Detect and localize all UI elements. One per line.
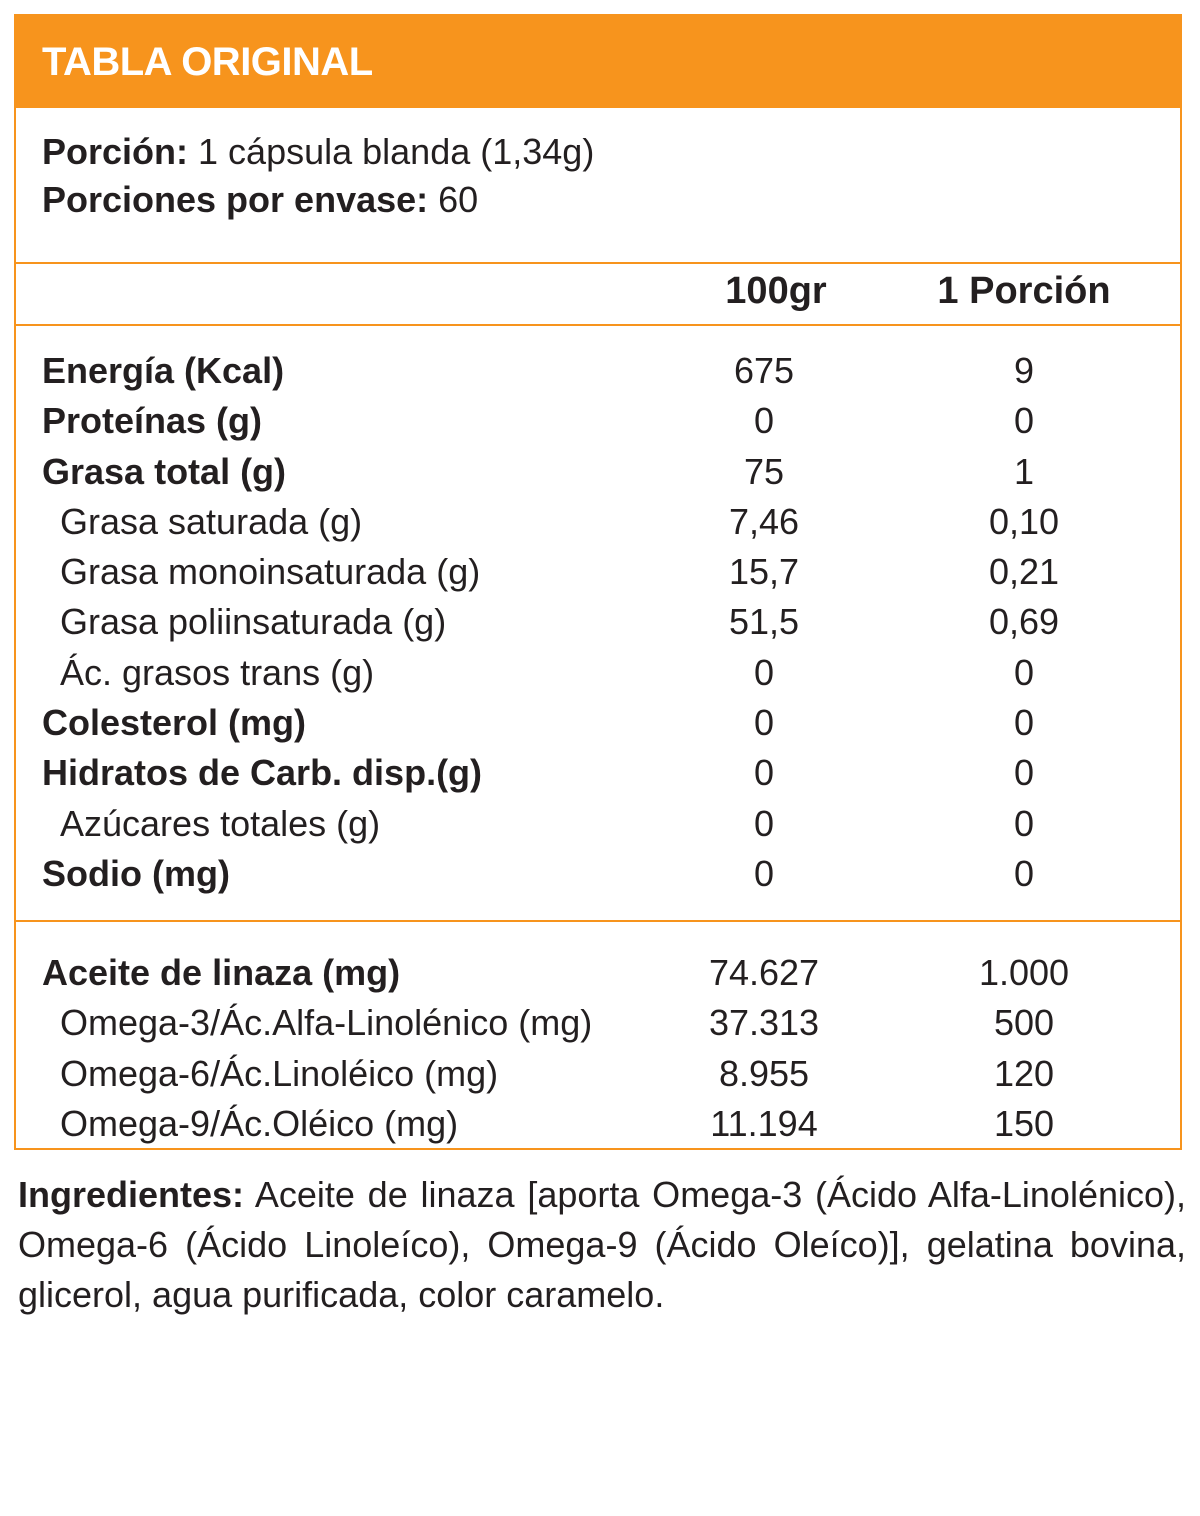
ingredients: Ingredientes: Aceite de linaza [aporta O… xyxy=(18,1170,1186,1320)
servings-per-container: Porciones por envase: 60 xyxy=(42,176,1180,224)
value-portion: 0 xyxy=(1013,400,1035,442)
divider xyxy=(16,920,1180,922)
value-portion: 0,69 xyxy=(988,601,1060,643)
row-label: Grasa total (g) xyxy=(42,450,287,492)
value-portion: 0,10 xyxy=(988,500,1060,542)
value-100gr: 11.194 xyxy=(710,1102,818,1144)
table-row: Aceite de linaza (mg) 74.627 1.000 xyxy=(16,948,1180,998)
ingredients-label: Ingredientes: xyxy=(18,1174,245,1215)
value-100gr: 8.955 xyxy=(718,1052,810,1094)
table-row: Grasa poliinsaturada (g) 51,5 0,69 xyxy=(16,597,1180,647)
divider xyxy=(16,324,1180,326)
value-100gr: 675 xyxy=(733,350,795,391)
row-label: Ác. grasos trans (g) xyxy=(60,651,375,693)
portion-info: Porción: 1 cápsula blanda (1,34g) Porcio… xyxy=(16,108,1180,262)
value-100gr: 51,5 xyxy=(728,601,800,643)
value-portion: 0 xyxy=(1013,702,1035,744)
table-row: Omega-9/Ác.Oléico (mg) 11.194 150 xyxy=(16,1099,1180,1149)
row-label: Energía (Kcal) xyxy=(42,350,285,391)
table-row: Ác. grasos trans (g) 0 0 xyxy=(16,648,1180,698)
oil-rows: Aceite de linaza (mg) 74.627 1.000 Omega-3/… xyxy=(16,922,1180,1516)
row-label: Azúcares totales (g) xyxy=(60,802,381,844)
value-portion: 120 xyxy=(993,1052,1055,1094)
value-portion: 0 xyxy=(1013,852,1035,894)
value-100gr: 75 xyxy=(743,450,785,492)
row-label: Grasa poliinsaturada (g) xyxy=(60,601,447,643)
value-100gr: 0 xyxy=(753,702,775,744)
column-header-portion: 1 Porción xyxy=(937,270,1111,312)
column-header-100gr: 100gr xyxy=(725,270,827,312)
value-100gr: 0 xyxy=(753,852,775,894)
row-label: Grasa saturada (g) xyxy=(60,500,363,542)
value-100gr: 74.627 xyxy=(708,952,820,993)
servings-per-container-value: 60 xyxy=(438,179,479,220)
row-label: Grasa monoinsaturada (g) xyxy=(60,551,481,593)
row-label: Omega-6/Ác.Linoléico (mg) xyxy=(60,1052,499,1094)
value-100gr: 15,7 xyxy=(728,551,800,593)
table-row: Sodio (mg) 0 0 xyxy=(16,849,1180,899)
table-row: Colesterol (mg) 0 0 xyxy=(16,698,1180,748)
row-label: Colesterol (mg) xyxy=(42,702,307,744)
nutrition-table: TABLA ORIGINAL Porción: 1 cápsula blanda… xyxy=(14,14,1182,1150)
value-100gr: 0 xyxy=(753,752,775,794)
row-label: Aceite de linaza (mg) xyxy=(42,952,401,993)
value-portion: 0 xyxy=(1013,752,1035,794)
table-row: Grasa monoinsaturada (g) 15,7 0,21 xyxy=(16,547,1180,597)
table-row: Omega-3/Ác.Alfa-Linolénico (mg) 37.313 500 xyxy=(16,998,1180,1048)
table-row: Omega-6/Ác.Linoléico (mg) 8.955 120 xyxy=(16,1049,1180,1099)
value-100gr: 37.313 xyxy=(708,1002,820,1044)
column-headers: 100gr 1 Porción xyxy=(16,264,1180,324)
row-label: Omega-3/Ác.Alfa-Linolénico (mg) xyxy=(60,1002,593,1044)
table-title: TABLA ORIGINAL xyxy=(16,16,1180,108)
serving-size: Porción: 1 cápsula blanda (1,34g) xyxy=(42,128,1180,176)
table-row: Hidratos de Carb. disp.(g) 0 0 xyxy=(16,748,1180,798)
value-portion: 150 xyxy=(993,1102,1055,1144)
table-row: Energía (Kcal) 675 9 xyxy=(16,346,1180,396)
table-row: Grasa total (g) 75 1 xyxy=(16,447,1180,497)
row-label: Hidratos de Carb. disp.(g) xyxy=(42,752,483,794)
value-portion: 1 xyxy=(1013,450,1035,492)
table-row: Proteínas (g) 0 0 xyxy=(16,396,1180,446)
value-portion: 9 xyxy=(1013,350,1035,391)
nutrient-rows: Energía (Kcal) 675 9 Proteínas (g) 0 0 Grasa t… xyxy=(16,326,1180,920)
ingredients-text: Aceite de linaza [aporta Omega-3 (Ácido … xyxy=(18,1174,1186,1315)
row-label: Omega-9/Ác.Oléico (mg) xyxy=(60,1102,459,1144)
value-100gr: 0 xyxy=(753,400,775,442)
value-portion: 0,21 xyxy=(988,551,1060,593)
value-100gr: 0 xyxy=(753,802,775,844)
value-portion: 0 xyxy=(1013,802,1035,844)
divider xyxy=(16,262,1180,264)
row-label: Sodio (mg) xyxy=(42,852,230,894)
table-row: Azúcares totales (g) 0 0 xyxy=(16,799,1180,849)
value-portion: 0 xyxy=(1013,651,1035,693)
serving-size-label: Porción: xyxy=(42,131,189,172)
row-label: Proteínas (g) xyxy=(42,400,263,442)
value-portion: 1.000 xyxy=(978,952,1070,993)
value-100gr: 0 xyxy=(753,651,775,693)
serving-size-value: 1 cápsula blanda (1,34g) xyxy=(198,131,595,172)
table-row: Grasa saturada (g) 7,46 0,10 xyxy=(16,497,1180,547)
servings-per-container-label: Porciones por envase: xyxy=(42,179,429,220)
value-100gr: 7,46 xyxy=(728,500,800,542)
value-portion: 500 xyxy=(993,1002,1055,1044)
